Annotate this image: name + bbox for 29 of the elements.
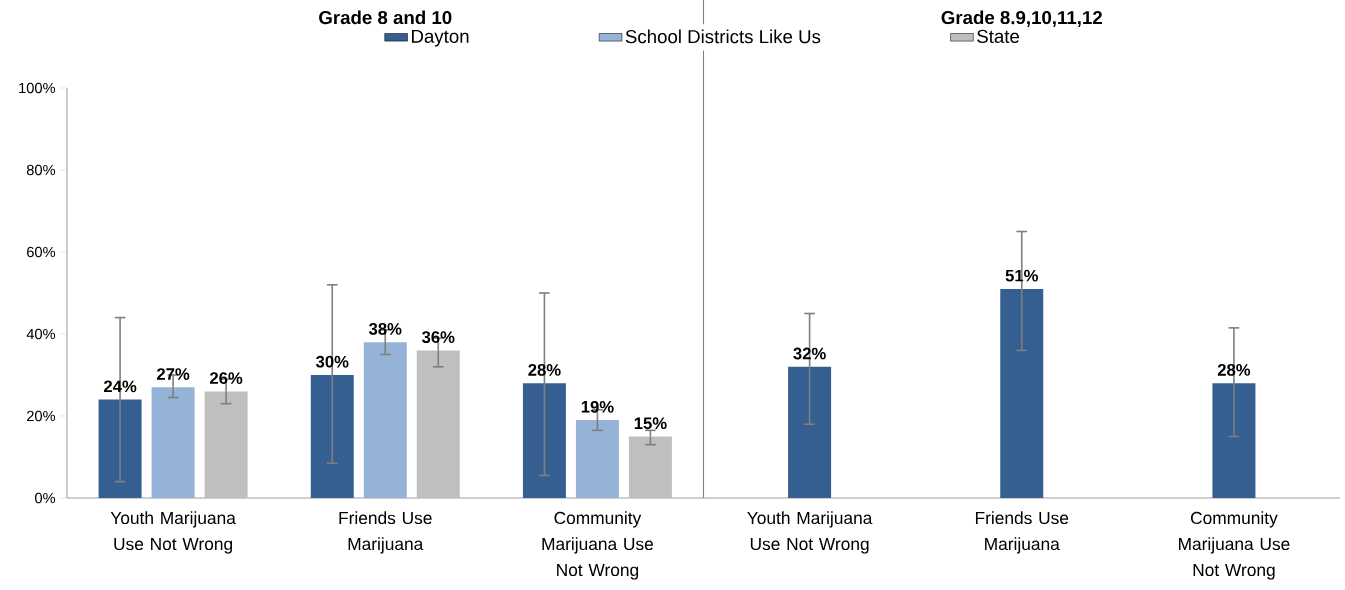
data-label: 32%: [793, 347, 826, 360]
legend-label: State: [977, 29, 1020, 44]
x-tick-label: Friends Use Marijuana: [339, 511, 432, 554]
data-label: 51%: [1005, 269, 1038, 282]
legend-label: School Districts Like Us: [625, 29, 821, 44]
y-tick-label: 80%: [26, 164, 56, 176]
data-label: 38%: [368, 323, 402, 335]
y-tick-label: 40%: [26, 328, 56, 340]
data-label: 27%: [157, 368, 190, 380]
x-tick-label: Friends Use Marijuana: [975, 511, 1069, 554]
x-tick-label: Youth Marijuana Use Not Wrong: [747, 511, 873, 554]
text: Grade 8 and 10: [319, 10, 452, 25]
data-label: 19%: [581, 400, 614, 413]
data-label: 28%: [1217, 364, 1251, 376]
data-label: 36%: [421, 331, 455, 344]
x-tick-label: Community Marijuana Use Not Wrong: [1178, 511, 1290, 580]
y-tick-label: 0%: [34, 492, 56, 504]
text: Grade 8,9,10,11,12: [941, 10, 1102, 27]
data-label: 30%: [315, 355, 349, 368]
x-tick-label: Community Marijuana Use Not Wrong: [542, 511, 653, 580]
y-tick-label: 60%: [27, 246, 56, 258]
data-label: 28%: [528, 364, 561, 376]
y-tick-label: 100%: [19, 82, 56, 94]
legend-label: Dayton: [411, 29, 469, 47]
data-label: 26%: [210, 372, 243, 385]
data-label: 24%: [104, 380, 137, 393]
x-tick-label: Youth Marijuana Use Not Wrong: [110, 511, 236, 554]
data-label: 15%: [634, 417, 667, 430]
y-tick-label: 20%: [27, 410, 56, 422]
